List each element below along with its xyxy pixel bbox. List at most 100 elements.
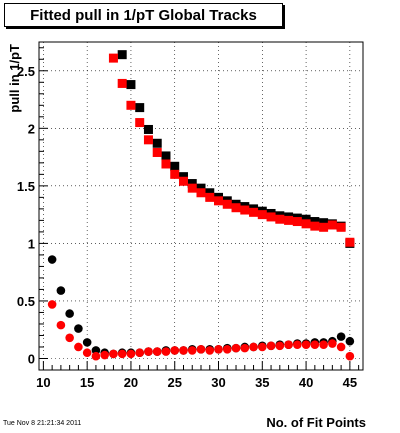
data-point-circle	[336, 332, 346, 341]
data-point-circle	[56, 320, 66, 330]
data-point-square	[187, 183, 197, 193]
y-tick-label: 2	[28, 121, 35, 136]
grid-lines	[39, 42, 363, 370]
data-point-circle	[100, 350, 109, 360]
plot-frame	[38, 41, 364, 371]
data-point-square	[170, 161, 180, 171]
data-point-circle	[74, 324, 83, 333]
data-point-square	[275, 214, 285, 224]
data-point-circle	[328, 339, 337, 348]
data-point-square	[240, 205, 250, 215]
data-point-square	[222, 199, 232, 209]
y-tick-label: 0.5	[17, 294, 35, 309]
y-tick-label: 0	[28, 351, 35, 366]
data-point-circle	[144, 347, 153, 356]
data-point-circle	[170, 346, 180, 355]
data-point-circle	[117, 349, 127, 359]
data-point-square	[292, 217, 302, 227]
data-point-square	[117, 50, 127, 60]
chart-title: Fitted pull in 1/pT Global Tracks	[30, 7, 257, 24]
x-tick-label: 25	[167, 375, 181, 390]
data-point-circle	[56, 286, 66, 295]
data-point-circle	[319, 340, 328, 349]
data-point-square	[266, 212, 276, 222]
data-point-square	[161, 159, 171, 169]
data-point-circle	[222, 344, 232, 354]
data-point-square	[205, 188, 215, 198]
data-point-circle	[82, 348, 92, 358]
data-point-square	[205, 192, 215, 202]
data-point-circle	[91, 351, 101, 361]
data-point-circle	[82, 338, 92, 347]
x-tick-label: 35	[255, 375, 269, 390]
data-point-square	[170, 169, 180, 179]
data-point-square	[310, 217, 320, 227]
data-point-square	[152, 138, 162, 148]
x-tick-label: 40	[299, 375, 313, 390]
data-point-square	[257, 210, 267, 220]
data-point-square	[310, 221, 320, 231]
data-point-circle	[310, 340, 320, 349]
y-tick-label: 2.5	[17, 64, 35, 79]
data-point-circle	[275, 341, 285, 351]
data-point-square	[108, 53, 118, 63]
data-point-square	[301, 219, 311, 229]
data-point-circle	[240, 343, 250, 353]
data-point-square	[327, 220, 337, 230]
x-tick-label: 10	[36, 375, 50, 390]
x-tick-label: 20	[124, 375, 138, 390]
data-point-circle	[293, 340, 302, 349]
data-point-square	[214, 196, 224, 206]
data-point-circle	[152, 347, 162, 356]
y-axis-label: pull in 1/pT	[7, 44, 22, 113]
data-point-circle	[345, 351, 355, 361]
data-point-circle	[65, 309, 74, 318]
data-point-circle	[74, 342, 83, 352]
data-point-square	[178, 176, 188, 186]
data-point-circle	[266, 341, 276, 351]
data-point-circle	[301, 340, 311, 349]
data-point-circle	[231, 343, 241, 353]
data-point-circle	[47, 255, 57, 264]
data-point-circle	[214, 344, 223, 354]
data-point-circle	[257, 342, 267, 352]
data-point-circle	[126, 349, 136, 359]
data-point-square	[196, 183, 206, 193]
data-point-square	[126, 80, 136, 90]
axis-ticks: 10 15 20 25 30 35 40 45 0 0.5 1 1.5 2 2.5	[17, 47, 360, 390]
data-point-circle	[109, 349, 118, 359]
data-point-circle	[161, 347, 171, 356]
data-point-square	[135, 118, 145, 128]
data-point-square	[231, 203, 241, 213]
data-point-circle	[135, 348, 145, 358]
data-point-square	[301, 214, 311, 224]
data-point-square	[345, 237, 355, 247]
data-point-circle	[345, 336, 355, 346]
x-tick-label: 45	[343, 375, 357, 390]
data-point-square	[152, 147, 162, 157]
data-point-circle	[179, 346, 188, 355]
data-point-square	[143, 135, 153, 145]
x-tick-label: 30	[211, 375, 225, 390]
data-point-square	[249, 207, 259, 217]
timestamp: Tue Nov 8 21:21:34 2011	[3, 420, 82, 427]
x-axis-label: No. of Fit Points	[266, 415, 366, 430]
data-point-square	[126, 100, 136, 110]
data-point-square	[336, 222, 346, 232]
data-point-circle	[205, 346, 215, 355]
data-point-square	[196, 188, 206, 198]
data-point-circle	[284, 340, 293, 349]
data-point-square	[319, 222, 329, 232]
data-point-square	[178, 172, 188, 182]
x-tick-label: 15	[80, 375, 94, 390]
data-point-square	[143, 124, 153, 134]
data-point-circle	[187, 346, 197, 355]
chart-title-box: Fitted pull in 1/pT Global Tracks	[4, 3, 283, 27]
data-point-square	[319, 218, 329, 228]
data-point-circle	[65, 333, 74, 343]
data-point-square	[135, 103, 145, 113]
data-point-square	[117, 78, 127, 88]
data-point-square	[187, 179, 197, 189]
y-tick-label: 1.5	[17, 179, 35, 194]
